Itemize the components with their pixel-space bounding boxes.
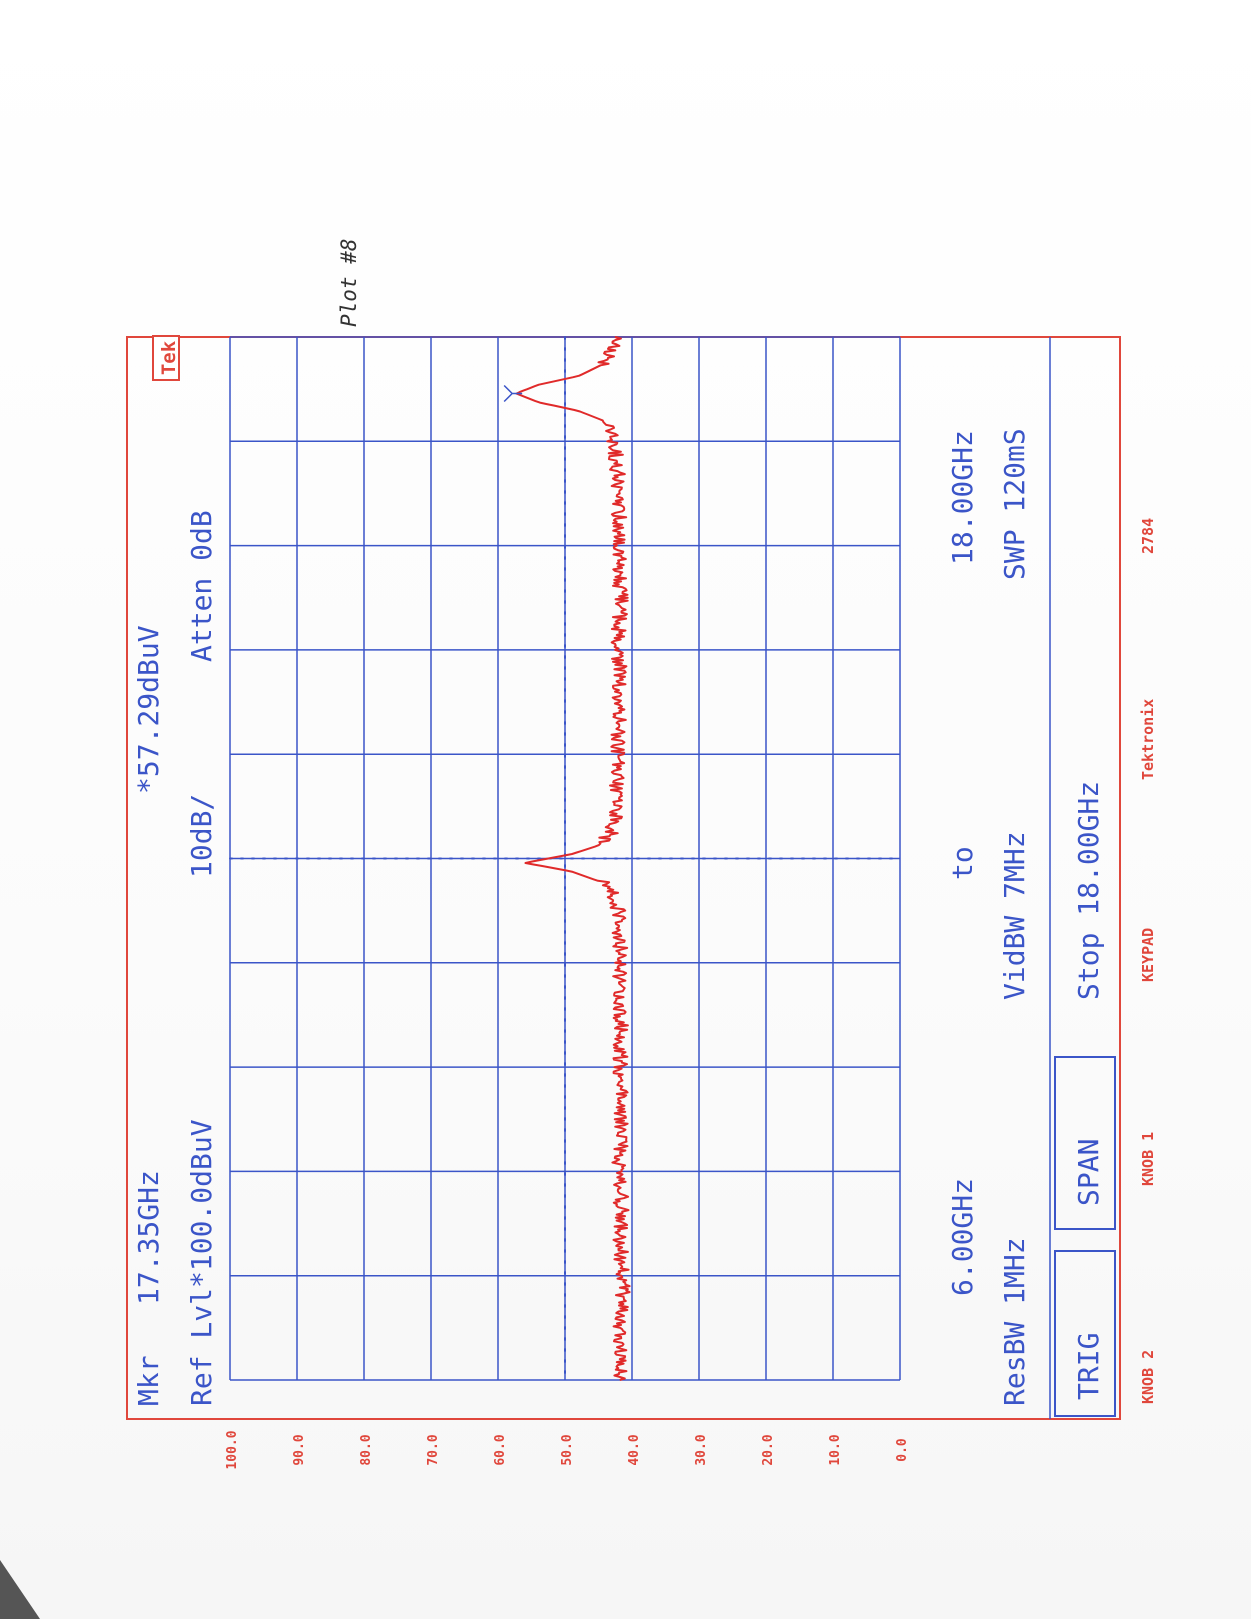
trig-button[interactable]: TRIG [1072, 1333, 1105, 1400]
tek-logo: Tek [152, 335, 180, 381]
y-tick-label: 0.0 [895, 1438, 910, 1462]
span-button-box[interactable] [1054, 1056, 1116, 1230]
trig-button-box[interactable] [1054, 1250, 1116, 1417]
end-frequency: 18.00GHz [946, 430, 979, 565]
video-bandwidth: VidBW 7MHz [998, 831, 1031, 1000]
y-tick-label: 90.0 [292, 1434, 307, 1465]
span-button[interactable]: SPAN [1072, 1139, 1105, 1206]
page-corner-shadow [0, 1560, 40, 1619]
y-tick-label: 100.0 [225, 1430, 240, 1469]
attenuation: Atten 0dB [185, 510, 218, 662]
model-number: 2784 [1139, 518, 1157, 554]
y-tick-label: 20.0 [761, 1434, 776, 1465]
stop-frequency-readout: Stop 18.00GHz [1072, 781, 1105, 1000]
tek-logo-box [152, 335, 180, 381]
tek-logo-text: Tek [158, 340, 180, 375]
marker-symbol [503, 384, 523, 403]
marker-frequency: 17.35GHz [132, 1170, 165, 1305]
y-tick-label: 30.0 [694, 1434, 709, 1465]
trace-layer [503, 336, 631, 1381]
softkey-knob2[interactable]: KNOB 2 [1139, 1350, 1157, 1404]
to-label: to [946, 846, 979, 880]
plot-grid [229, 336, 901, 1381]
vertical-scale: 10dB/ [185, 794, 218, 878]
y-tick-label: 50.0 [560, 1434, 575, 1465]
y-tick-label: 80.0 [359, 1434, 374, 1465]
spectrum-trace [515, 336, 631, 1381]
y-tick-label: 60.0 [493, 1434, 508, 1465]
marker-amplitude: *57.29dBuV [132, 625, 165, 794]
start-frequency: 6.00GHz [946, 1178, 979, 1296]
y-tick-labels: 100.0 90.0 80.0 70.0 60.0 50.0 40.0 30.0 20.0 10.… [225, 1430, 910, 1469]
y-tick-label: 70.0 [426, 1434, 441, 1465]
softkey-knob1[interactable]: KNOB 1 [1139, 1132, 1157, 1186]
resolution-bandwidth: ResBW 1MHz [998, 1237, 1031, 1406]
tektronix-brand: Tektronix [1139, 699, 1157, 780]
sweep-time: SWP 120mS [998, 428, 1031, 580]
marker-label: Mkr [132, 1355, 165, 1406]
y-tick-label: 40.0 [627, 1434, 642, 1465]
y-tick-label: 10.0 [828, 1434, 843, 1465]
handwritten-plot-note: Plot #8 [337, 238, 361, 327]
reference-level: Ref Lvl*100.0dBuV [185, 1119, 218, 1406]
softkey-keypad[interactable]: KEYPAD [1139, 928, 1157, 982]
